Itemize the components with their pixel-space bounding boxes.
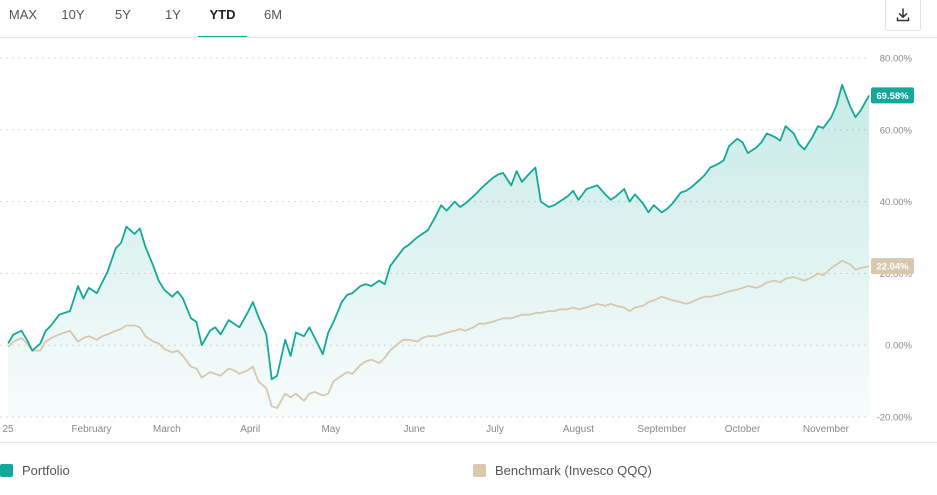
portfolio-line	[7, 84, 870, 381]
time-range-tabs: MAX 10Y 5Y 1Y YTD 6M	[0, 0, 937, 38]
y-tick-label: 0.00%	[885, 341, 912, 352]
benchmark-line	[7, 259, 870, 409]
download-icon	[896, 8, 910, 22]
tabs-divider	[0, 37, 937, 38]
x-tick-label: March	[153, 424, 181, 435]
x-tick-label: February	[71, 424, 111, 435]
y-tick-label: 60.00%	[880, 125, 913, 136]
portfolio-end-label: 69.58%	[876, 91, 909, 102]
portfolio-badge	[871, 87, 914, 104]
download-button[interactable]	[885, 0, 921, 31]
benchmark-badge	[871, 258, 914, 275]
y-tick-label: 40.00%	[880, 197, 913, 208]
portfolio-area	[8, 84, 870, 418]
x-tick-label: April	[240, 424, 260, 435]
tab-max[interactable]: MAX	[8, 7, 38, 22]
x-tick-label: June	[403, 424, 425, 435]
x-tick-label: May	[321, 424, 340, 435]
tab-ytd[interactable]: YTD	[198, 0, 247, 38]
x-tick-label: November	[803, 424, 850, 435]
tab-1y[interactable]: 1Y	[165, 7, 181, 22]
tab-6m[interactable]: 6M	[263, 7, 283, 22]
y-tick-label: -20.00%	[877, 413, 913, 424]
x-tick-label: September	[637, 424, 687, 435]
legend-portfolio-label: Portfolio	[22, 462, 70, 478]
tab-10y[interactable]: 10Y	[61, 7, 85, 22]
benchmark-swatch	[473, 463, 486, 477]
tab-5y[interactable]: 5Y	[115, 7, 131, 22]
x-tick-label: 25	[3, 424, 15, 435]
legend-benchmark-label: Benchmark (Invesco QQQ)	[495, 462, 652, 478]
portfolio-swatch	[0, 463, 13, 477]
legend-divider	[0, 442, 937, 443]
y-tick-label: 80.00%	[880, 54, 913, 65]
y-tick-label: 20.00%	[880, 269, 913, 280]
x-tick-label: August	[563, 424, 594, 435]
performance-chart: 80.00% 60.00% 40.00% 20.00% 0.00% -20.00% 25 F…	[0, 54, 914, 435]
benchmark-end-label: 22.04%	[876, 262, 909, 273]
legend-portfolio[interactable]: Portfolio	[0, 460, 70, 480]
x-tick-label: July	[486, 424, 504, 435]
x-tick-label: October	[725, 424, 761, 435]
legend-benchmark[interactable]: Benchmark (Invesco QQQ)	[473, 460, 652, 480]
